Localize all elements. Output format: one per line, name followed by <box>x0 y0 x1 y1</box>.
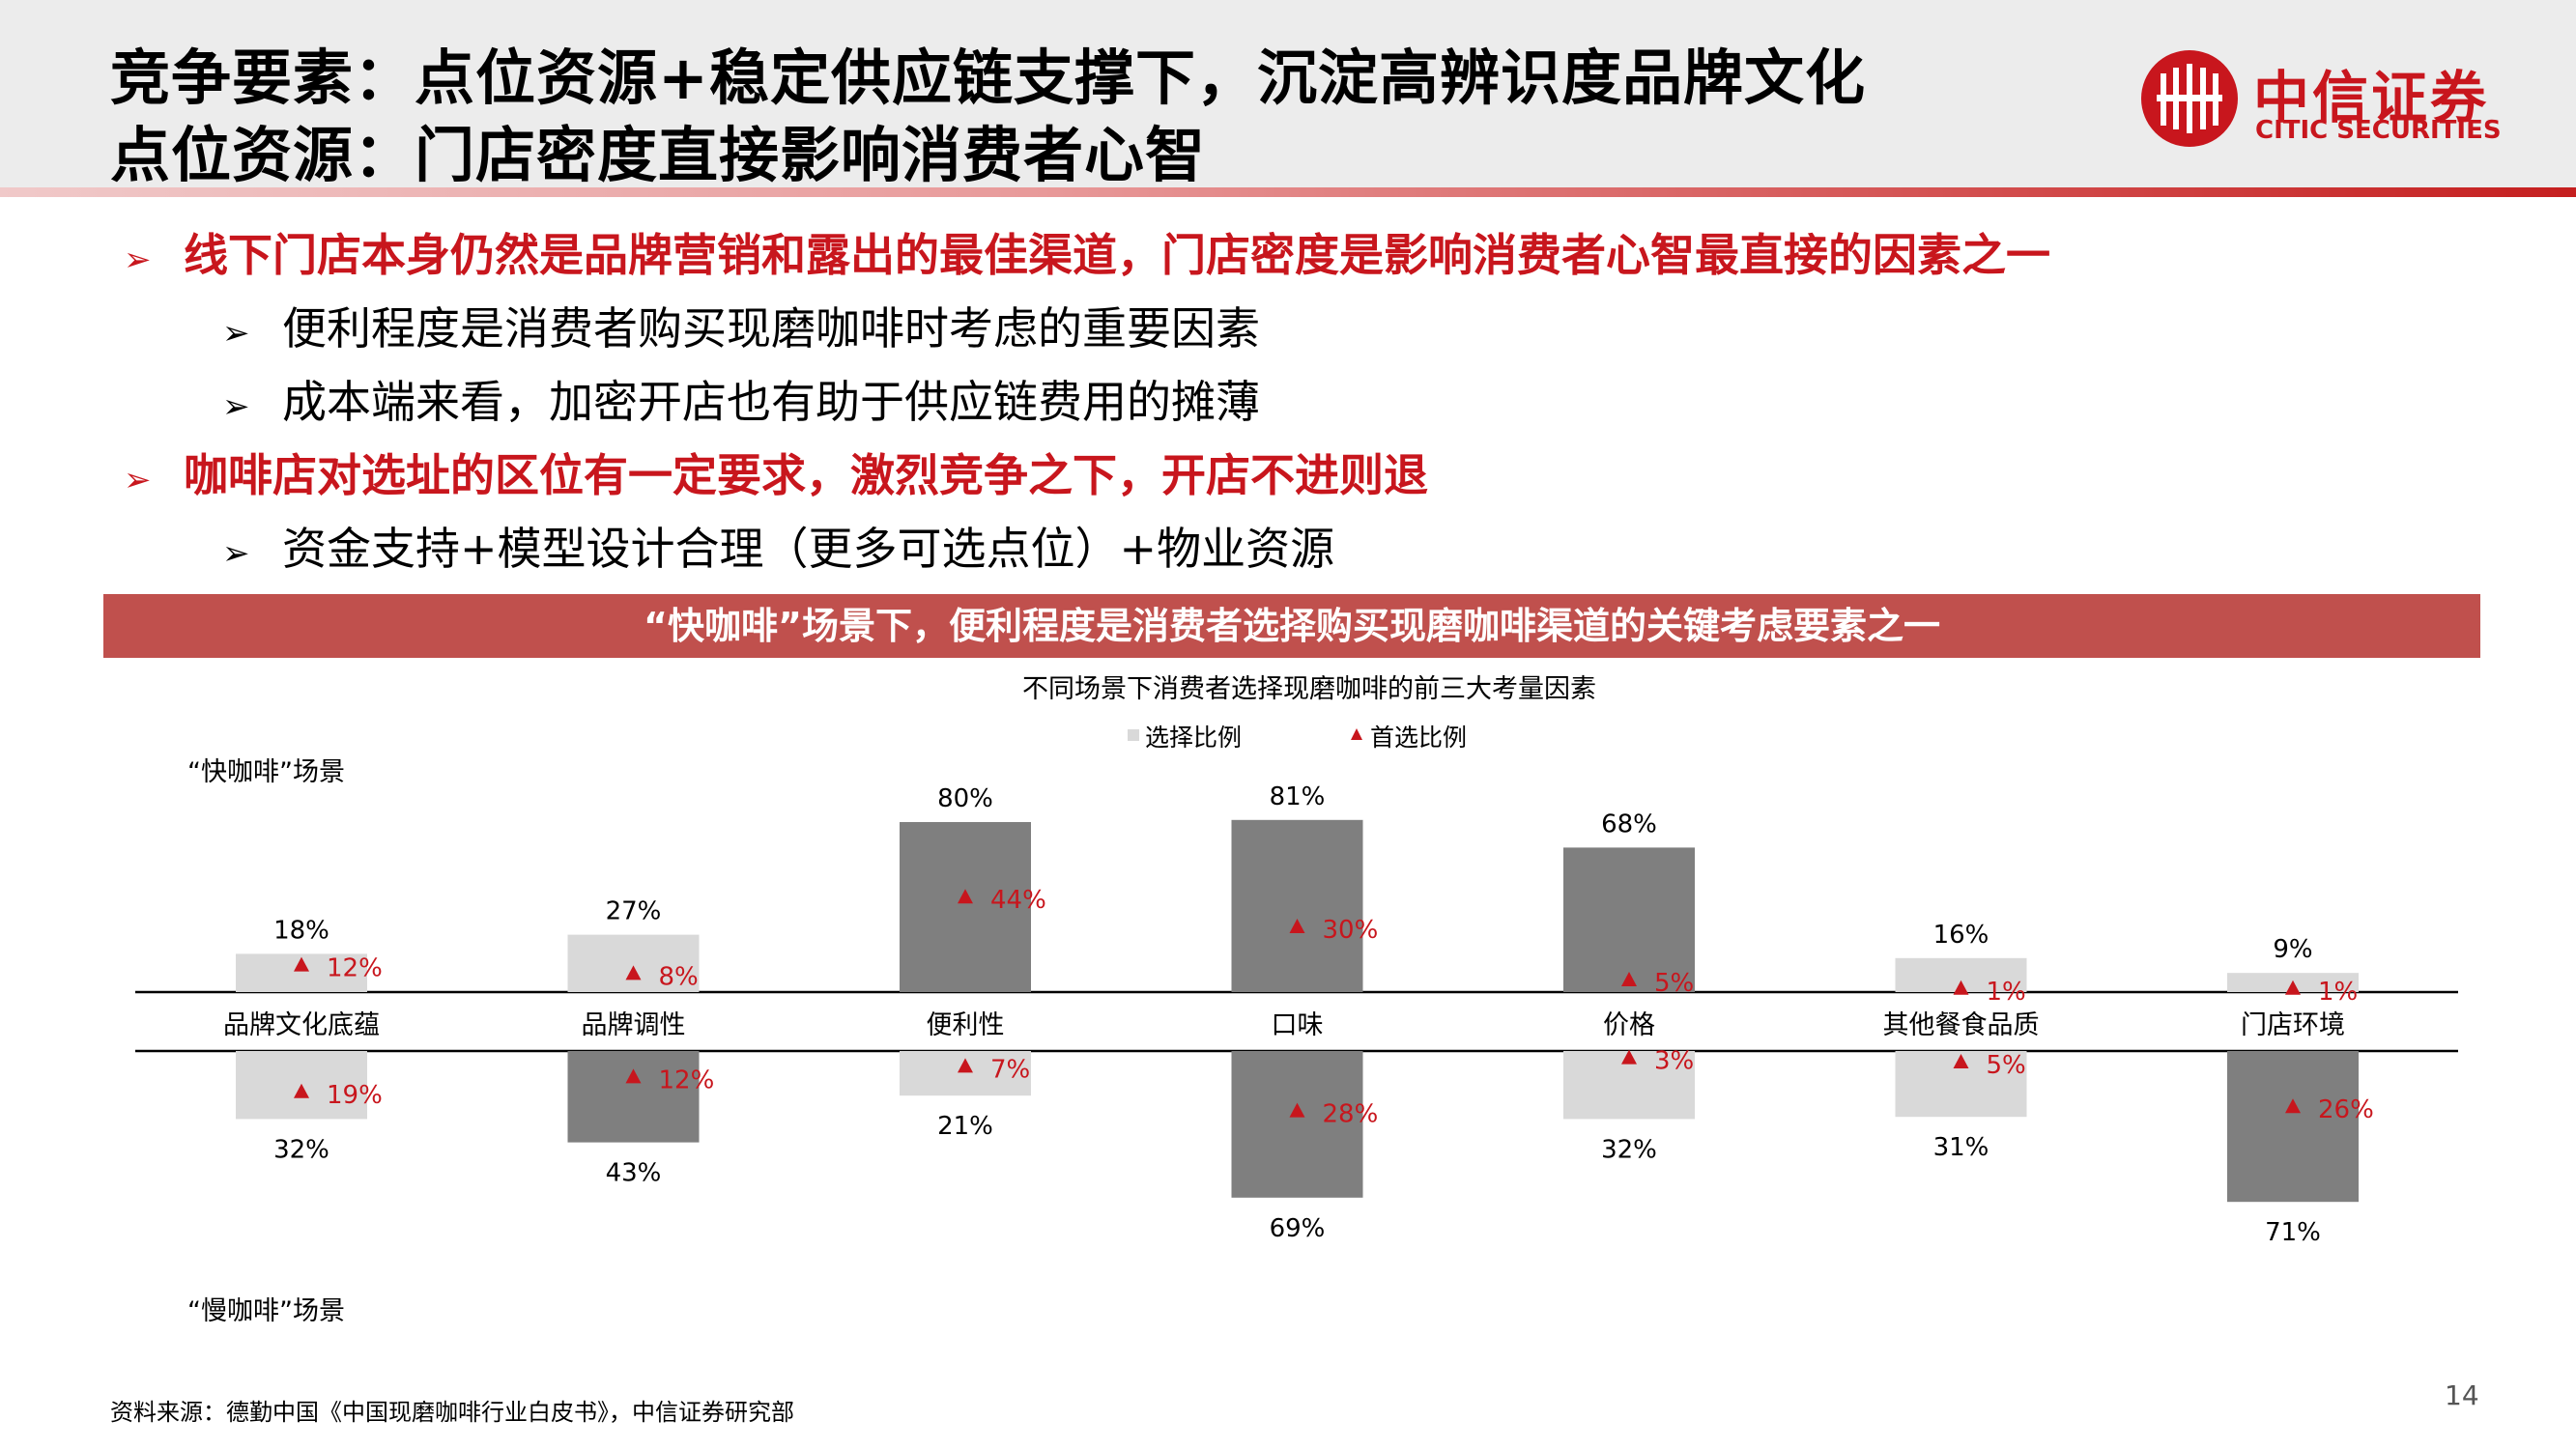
logo-name-en: CITIC SECURITIES <box>2255 116 2502 145</box>
legend-triangle-icon <box>1351 728 1362 740</box>
bullet-2-text: 便利程度是消费者购买现磨咖啡时考虑的重要因素 <box>282 302 1260 355</box>
header-divider <box>0 187 2576 197</box>
bullet-2: ➢ 便利程度是消费者购买现磨咖啡时考虑的重要因素 <box>222 294 1260 357</box>
slow-selection-value: 31% <box>1933 1133 1989 1162</box>
bullet-5-text: 资金支持+模型设计合理（更多可选点位）+物业资源 <box>282 523 1335 575</box>
citic-emblem-icon <box>2141 50 2238 147</box>
category-label: 门店环境 <box>2241 1010 2345 1040</box>
slow-first-choice-marker <box>625 1068 642 1084</box>
fast-first-choice-marker <box>1953 980 1969 995</box>
arrow-bullet-icon: ➢ <box>222 314 250 353</box>
slow-scenario-label: “慢咖啡”场景 <box>187 1296 345 1326</box>
fast-first-choice-value: 1% <box>2318 978 2358 1007</box>
fast-first-choice-marker <box>2285 980 2301 995</box>
bullet-5: ➢ 资金支持+模型设计合理（更多可选点位）+物业资源 <box>222 514 1334 578</box>
fast-selection-bar <box>567 934 700 992</box>
category-label: 其他餐食品质 <box>1883 1010 2040 1040</box>
page-subtitle: 点位资源：门店密度直接影响消费者心智 <box>110 120 1207 190</box>
slow-first-choice-marker <box>1621 1049 1637 1065</box>
slow-first-choice-marker <box>2285 1098 2301 1114</box>
bullet-4: ➢ 咖啡店对选址的区位有一定要求，激烈竞争之下，开店不进则退 <box>124 440 1428 504</box>
page-number: 14 <box>2445 1379 2479 1411</box>
fast-first-choice-value: 8% <box>659 962 699 991</box>
legend-square-icon <box>1128 729 1139 741</box>
slow-first-choice-marker <box>294 1083 309 1098</box>
slow-selection-bar <box>567 1051 700 1143</box>
fast-selection-bar <box>1231 819 1363 992</box>
fast-first-choice-value: 1% <box>1987 978 2026 1007</box>
arrow-bullet-icon: ➢ <box>124 241 152 279</box>
slow-selection-value: 32% <box>273 1135 329 1164</box>
bullet-1: ➢ 线下门店本身仍然是品牌营销和露出的最佳渠道，门店密度是影响消费者心智最直接的因… <box>124 220 2050 284</box>
page-title: 竞争要素：点位资源+稳定供应链支撑下，沉淀高辨识度品牌文化 <box>110 43 1866 113</box>
fast-first-choice-marker <box>294 956 309 972</box>
fast-first-choice-value: 30% <box>1323 916 1379 945</box>
slow-first-choice-value: 5% <box>1987 1051 2026 1080</box>
category-label: 便利性 <box>927 1010 1005 1040</box>
citic-logo: 中信证券 CITIC SECURITIES <box>2135 46 2541 153</box>
slow-selection-bar <box>2227 1051 2359 1203</box>
fast-selection-bar <box>1563 847 1695 992</box>
slow-first-choice-value: 28% <box>1323 1100 1379 1129</box>
fast-first-choice-marker <box>1289 919 1305 933</box>
source-note: 资料来源：德勤中国《中国现磨咖啡行业白皮书》，中信证券研究部 <box>110 1399 794 1426</box>
chart-title: 不同场景下消费者选择现磨咖啡的前三大考量因素 <box>1022 674 1596 704</box>
bullet-3-text: 成本端来看，加密开店也有助于供应链费用的摊薄 <box>282 376 1260 428</box>
category-label: 价格 <box>1603 1010 1655 1040</box>
chart-banner: “快咖啡”场景下，便利程度是消费者选择购买现磨咖啡渠道的关键考虑要素之一 <box>103 594 2480 658</box>
slow-first-choice-value: 7% <box>990 1055 1030 1084</box>
fast-selection-value: 68% <box>1601 810 1657 838</box>
slow-first-choice-value: 19% <box>327 1081 383 1110</box>
bullet-3: ➢ 成本端来看，加密开店也有助于供应链费用的摊薄 <box>222 367 1260 431</box>
fast-selection-value: 80% <box>937 784 993 813</box>
fast-scenario-label: “快咖啡”场景 <box>187 757 345 787</box>
slow-selection-value: 71% <box>2265 1218 2321 1247</box>
slow-selection-value: 21% <box>937 1112 993 1141</box>
category-label: 口味 <box>1272 1010 1324 1040</box>
arrow-bullet-icon: ➢ <box>222 534 250 573</box>
fast-selection-value: 27% <box>606 897 662 926</box>
bullet-1-text: 线下门店本身仍然是品牌营销和露出的最佳渠道，门店密度是影响消费者心智最直接的因素… <box>184 229 2050 281</box>
category-label: 品牌文化底蕴 <box>223 1010 380 1040</box>
slow-selection-bar <box>1231 1051 1363 1198</box>
fast-first-choice-value: 5% <box>1654 969 1694 998</box>
fast-selection-value: 16% <box>1933 921 1989 950</box>
slow-first-choice-value: 3% <box>1654 1047 1694 1076</box>
bullet-4-text: 咖啡店对选址的区位有一定要求，激烈竞争之下，开店不进则退 <box>184 449 1428 501</box>
legend-first-choice: 首选比例 <box>1370 724 1467 752</box>
fast-selection-value: 9% <box>2273 935 2312 964</box>
slow-first-choice-marker <box>1289 1102 1305 1118</box>
fast-first-choice-marker <box>958 889 973 904</box>
fast-first-choice-marker <box>625 965 642 980</box>
fast-first-choice-value: 12% <box>327 954 383 983</box>
legend-selection: 选择比例 <box>1145 724 1242 752</box>
slow-first-choice-marker <box>1953 1054 1969 1068</box>
slow-selection-value: 32% <box>1601 1135 1657 1164</box>
fast-first-choice-value: 44% <box>990 886 1046 915</box>
arrow-bullet-icon: ➢ <box>222 387 250 426</box>
fast-selection-bar <box>900 822 1031 992</box>
fast-selection-value: 81% <box>1270 782 1326 811</box>
logo-name-cn: 中信证券 <box>2253 65 2490 130</box>
slow-selection-value: 43% <box>606 1159 662 1188</box>
slow-first-choice-marker <box>958 1058 973 1073</box>
arrow-bullet-icon: ➢ <box>124 461 152 499</box>
fast-first-choice-marker <box>1621 972 1637 986</box>
fast-selection-value: 18% <box>273 916 329 945</box>
slow-first-choice-value: 26% <box>2318 1095 2374 1124</box>
slow-first-choice-value: 12% <box>659 1065 715 1094</box>
slow-selection-value: 69% <box>1270 1214 1326 1243</box>
category-label: 品牌调性 <box>582 1010 686 1040</box>
